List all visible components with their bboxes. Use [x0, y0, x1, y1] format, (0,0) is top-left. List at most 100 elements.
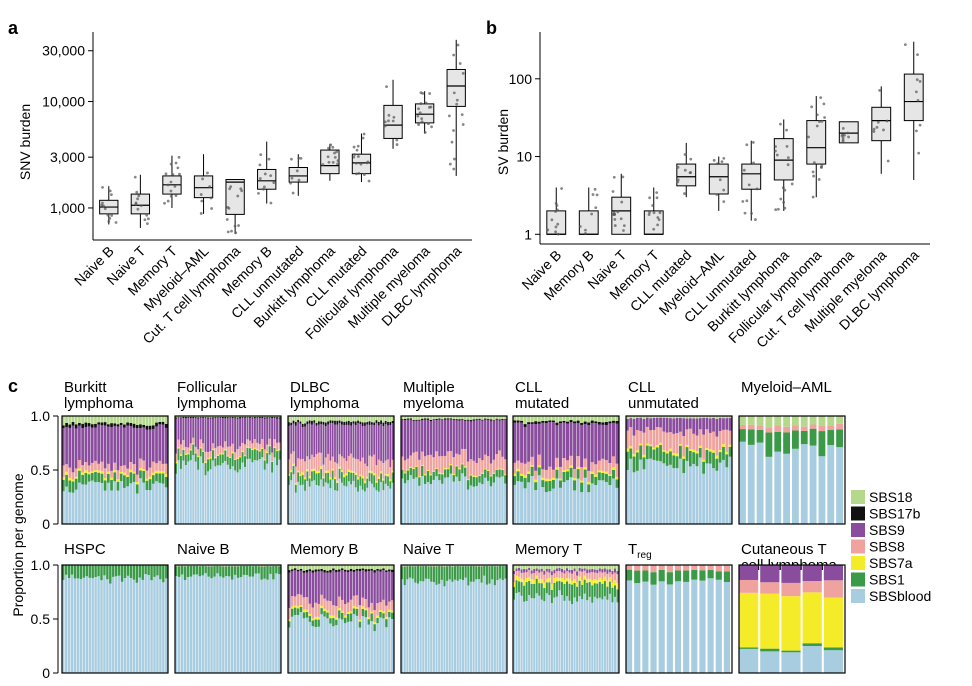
panel-c-bar-segment [692, 416, 696, 419]
panel-c-bar-segment [715, 418, 719, 437]
panel-c-bar-segment [314, 571, 317, 603]
panel-a-point [267, 157, 271, 161]
panel-b-point [616, 210, 620, 214]
panel-b-point [846, 131, 850, 135]
panel-c-bar-segment [459, 565, 462, 567]
panel-c-bar-segment [368, 481, 371, 524]
panel-c-bar-segment [715, 416, 719, 419]
panel-c-bar-segment [481, 416, 484, 420]
panel-c-bar-segment [74, 489, 78, 524]
panel-c-bar-segment [323, 598, 326, 609]
panel-c-bar-segment [515, 593, 518, 673]
panel-c-bar-segment [151, 416, 155, 426]
panel-a-point [354, 161, 358, 165]
panel-c-bar-segment [323, 572, 326, 599]
panel-b-point [652, 211, 656, 215]
panel-c-bar-segment [421, 420, 424, 452]
panel-c-bar-segment [486, 419, 490, 457]
panel-c-bar-segment [461, 473, 464, 524]
panel-c-bar-segment [538, 595, 541, 673]
panel-c-bar-segment [540, 599, 543, 673]
panel-c-bar-segment [214, 466, 217, 524]
panel-c-bar-segment [722, 416, 725, 419]
panel-c-bar-segment [548, 479, 552, 482]
panel-c-bar-segment [555, 577, 558, 582]
panel-c-bar-segment [543, 588, 546, 602]
panel-c-bar-segment [626, 569, 633, 581]
panel-c-bar-segment [645, 445, 649, 460]
panel-c-bar-segment [438, 419, 441, 457]
panel-a-point [355, 148, 359, 152]
panel-c-bar-segment [616, 589, 619, 603]
panel-c-bar-segment [435, 469, 438, 477]
panel-c-bar-segment [527, 473, 531, 483]
panel-c-title-line2: unmutated [628, 395, 699, 412]
legend-label: SBS9 [869, 522, 905, 538]
panel-b-point [807, 135, 810, 139]
panel-c-bar-segment [543, 574, 546, 583]
panel-b-point [915, 129, 918, 133]
panel-c-bar-segment [448, 565, 451, 580]
panel-c-bar-segment [175, 461, 177, 464]
panel-c-bar-segment [555, 416, 559, 423]
panel-c-bar-segment [354, 475, 357, 488]
panel-c-bar-segment [323, 569, 326, 573]
panel-c-bar-segment [71, 425, 75, 473]
panel-c-bar-segment [290, 470, 293, 473]
panel-b-point [554, 230, 558, 234]
panel-c-bar-segment [204, 475, 207, 524]
panel-c-bar-segment [271, 461, 274, 462]
panel-c-bar-segment [308, 613, 312, 616]
panel-b-point [876, 120, 880, 124]
panel-c-bar-segment [165, 565, 168, 579]
panel-c-bar-segment [467, 566, 470, 586]
panel-c-bar-segment [601, 583, 604, 600]
panel-c-bar-segment [480, 565, 483, 567]
panel-c-bar-segment [329, 565, 332, 570]
panel-c-bar-segment [537, 423, 541, 455]
panel-c-bar-segment [382, 462, 385, 479]
panel-c-bar-segment [685, 447, 689, 461]
panel-c-bar-segment [231, 443, 234, 452]
panel-c-bar-segment [311, 454, 313, 470]
panel-c-bar-segment [88, 565, 91, 578]
panel-c-bar-segment [346, 565, 350, 571]
panel-c-bar-segment [715, 565, 722, 572]
panel-b-point [554, 201, 558, 205]
panel-c-bar-segment [518, 592, 521, 673]
panel-c-bar-segment [231, 466, 234, 524]
panel-c-bar-segment [520, 569, 523, 573]
panel-c-bar-segment [164, 476, 168, 488]
panel-a-point [427, 122, 430, 126]
panel-c-bar-segment [65, 416, 68, 423]
panel-a-point [199, 193, 203, 196]
panel-c-bar-segment [209, 416, 212, 418]
panel-c-bar-segment [207, 451, 210, 459]
panel-c-bar-segment [429, 421, 433, 455]
panel-b-point [818, 120, 821, 124]
panel-a-point [234, 231, 238, 235]
panel-c-bar-segment [368, 424, 371, 456]
panel-c-bar-segment [403, 585, 406, 673]
panel-c-bar-segment [573, 477, 577, 481]
panel-c-bar-segment [116, 490, 120, 524]
panel-b-point [820, 165, 823, 169]
panel-c-bar-segment [94, 577, 97, 673]
panel-c-bar-segment [484, 477, 487, 524]
panel-c-bar-segment [180, 565, 184, 575]
panel-c-bar-segment [195, 565, 199, 575]
panel-c-bar-segment [294, 466, 297, 483]
panel-c-bar-segment [452, 474, 455, 476]
panel-c-bar-segment [299, 421, 302, 424]
panel-c-bar-segment [665, 451, 669, 454]
panel-b-point [613, 213, 616, 216]
panel-c-bar-segment [698, 447, 702, 458]
panel-c-bar-segment [406, 480, 410, 524]
panel-c-bar-segment [367, 624, 370, 673]
panel-c-bar-segment [364, 422, 366, 426]
panel-c-bar-segment [260, 565, 263, 567]
panel-c-bar-segment [587, 425, 591, 471]
panel-c-bar-segment [346, 611, 350, 614]
panel-c-bar-segment [246, 418, 249, 440]
panel-c-bar-segment [113, 470, 117, 473]
